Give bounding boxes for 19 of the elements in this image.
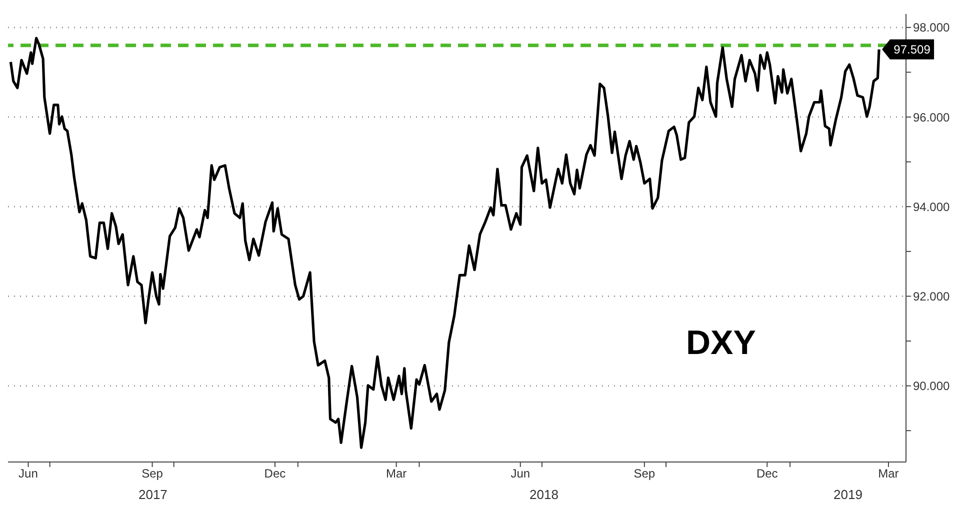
x-tick-label: Mar bbox=[386, 466, 407, 481]
x-tick-label: Jun bbox=[18, 466, 38, 481]
data-label: 97.509 bbox=[894, 42, 931, 56]
x-tick-label: Sep bbox=[634, 466, 656, 481]
y-tick-label: 90.000 bbox=[913, 379, 950, 394]
y-tick-label: 96.000 bbox=[913, 110, 950, 124]
y-tick-label: 98.000 bbox=[913, 20, 950, 35]
x-tick-label: Dec bbox=[264, 466, 286, 481]
x-tick-label: Jun bbox=[510, 466, 530, 481]
y-tick-label: 94.000 bbox=[913, 200, 950, 214]
x-tick-label: Sep bbox=[142, 466, 164, 481]
text: 2017 bbox=[138, 487, 168, 502]
y-tick-label: 92.000 bbox=[913, 290, 950, 304]
x-tick-label: Dec bbox=[756, 466, 778, 481]
line-series bbox=[9, 36, 880, 449]
text: 2018 bbox=[530, 487, 558, 502]
text: 2019 bbox=[834, 487, 862, 502]
text: DXY bbox=[686, 324, 756, 362]
x-tick-label: Mar bbox=[878, 466, 899, 481]
